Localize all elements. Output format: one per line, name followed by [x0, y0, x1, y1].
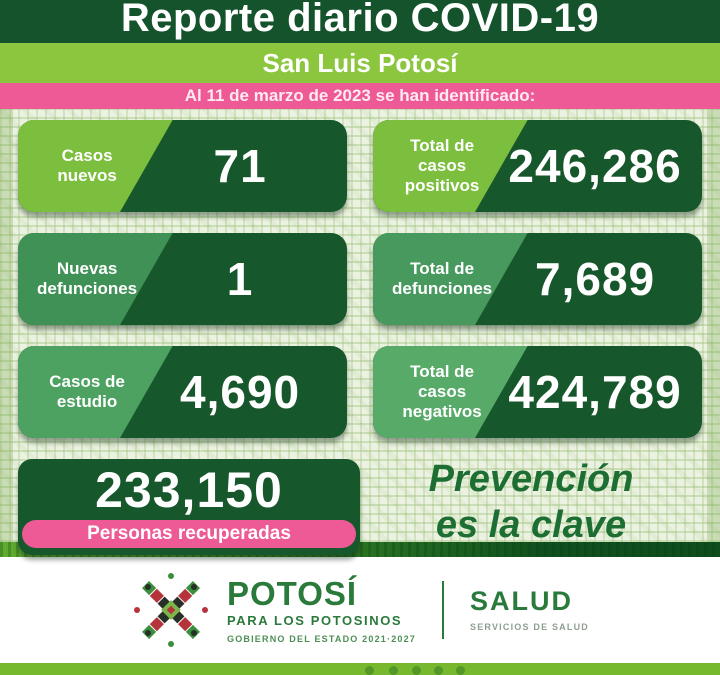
page-title: Reporte diario COVID-19: [120, 0, 600, 40]
recovered-card: 233,150 Personas recuperadas: [18, 459, 360, 555]
slogan-line-1: Prevención: [428, 457, 634, 500]
logo-divider: [442, 581, 445, 639]
prevention-slogan: Prevención es la clave: [360, 457, 702, 555]
stat-card-total-negativos: Total de casos negativos 424,789: [373, 346, 702, 438]
salud-block: SALUD SERVICIOS DE SALUD: [470, 586, 589, 633]
brand-tagline: PARA LOS POTOSINOS: [227, 612, 403, 628]
state-name: San Luis Potosí: [262, 48, 458, 78]
stat-value: 1: [226, 253, 254, 305]
recovered-value: 233,150: [95, 462, 283, 518]
stat-card-total-positivos: Total de casos positivos 246,286: [373, 120, 702, 212]
org-subtext: SERVICIOS DE SALUD: [470, 622, 589, 632]
stat-card-casos-estudio: Casos de estudio 4,690: [18, 346, 347, 438]
brand-subtext: GOBIERNO DEL ESTADO 2021·2027: [227, 633, 417, 644]
stats-board: Casos nuevos 71 Total de casos positivos…: [0, 109, 720, 555]
stat-value: 71: [213, 140, 267, 192]
report-title-banner: Reporte diario COVID-19: [0, 0, 720, 43]
stat-value: 424,789: [508, 366, 682, 418]
stat-value: 246,286: [508, 140, 682, 192]
stat-label: Total de casos positivos: [404, 135, 480, 196]
stat-row-2: Nuevas defunciones 1 Total de defuncione…: [18, 233, 702, 325]
brand-name: POTOSÍ: [227, 574, 358, 612]
stat-label: Total de defunciones: [392, 258, 493, 298]
social-dot-icon: [412, 666, 421, 675]
stat-card-casos-nuevos: Casos nuevos 71: [18, 120, 347, 212]
potosi-emblem-icon: [134, 573, 208, 647]
date-banner: Al 11 de marzo de 2023 se han identifica…: [0, 83, 720, 109]
stat-row-1: Casos nuevos 71 Total de casos positivos…: [18, 120, 702, 212]
org-name: SALUD: [470, 586, 574, 616]
bottom-row: 233,150 Personas recuperadas Prevención …: [18, 457, 702, 555]
recovered-label-pill: Personas recuperadas: [22, 520, 356, 548]
state-banner: San Luis Potosí: [0, 43, 720, 83]
report-date: Al 11 de marzo de 2023 se han identifica…: [184, 86, 536, 105]
social-dot-icon: [456, 666, 465, 675]
stat-card-nuevas-defunciones: Nuevas defunciones 1: [18, 233, 347, 325]
potosi-brand-block: POTOSÍ PARA LOS POTOSINOS GOBIERNO DEL E…: [227, 577, 416, 644]
stat-row-3: Casos de estudio 4,690 Total de casos ne…: [18, 346, 702, 438]
stat-label: Casos de estudio: [49, 371, 125, 411]
stat-card-total-defunciones: Total de defunciones 7,689: [373, 233, 702, 325]
stat-value: 7,689: [535, 253, 656, 305]
stat-label: Total de casos negativos: [402, 361, 482, 422]
bottom-strip: [0, 663, 720, 675]
social-dot-icon: [389, 666, 398, 675]
stat-label: Casos nuevos: [57, 145, 117, 185]
social-dot-icon: [365, 666, 374, 675]
social-dot-icon: [434, 666, 443, 675]
stat-label: Nuevas defunciones: [37, 258, 138, 298]
footer-logos: POTOSÍ PARA LOS POTOSINOS GOBIERNO DEL E…: [0, 557, 720, 663]
stat-value: 4,690: [180, 366, 301, 418]
slogan-line-2: es la clave: [435, 504, 627, 546]
